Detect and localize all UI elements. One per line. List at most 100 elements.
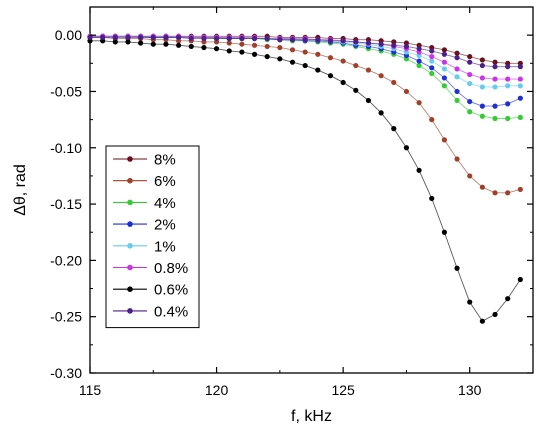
data-point (441, 51, 447, 57)
data-point (416, 167, 422, 173)
data-point (188, 43, 194, 50)
series-0.6% (87, 38, 523, 324)
data-point (479, 184, 485, 190)
y-tick-label: -0.15 (50, 196, 82, 212)
data-point (467, 80, 473, 87)
legend: 8% 6% 4% 2% 1% 0.8% 0.6% 0.4% (105, 145, 200, 329)
data-point (289, 47, 296, 53)
data-point (302, 49, 308, 55)
data-point (517, 76, 523, 82)
data-point (505, 64, 511, 70)
data-point (264, 53, 270, 60)
y-tick-label: -0.25 (50, 309, 82, 325)
data-point (517, 186, 523, 193)
data-point (454, 156, 460, 162)
data-point (505, 101, 511, 107)
data-point (441, 47, 447, 53)
data-point (264, 35, 270, 42)
series-6% (87, 34, 523, 196)
legend-label: 0.4% (154, 303, 188, 320)
data-point (138, 34, 144, 41)
data-point (454, 88, 460, 95)
y-tick-label: -0.10 (50, 140, 82, 156)
data-point (340, 58, 346, 64)
x-tick-label: 125 (331, 382, 355, 398)
data-point (378, 41, 384, 47)
data-point (125, 39, 131, 45)
data-point (517, 114, 523, 120)
legend-swatch-marker (127, 243, 133, 249)
data-point (100, 34, 106, 41)
data-point (340, 79, 346, 86)
data-point (176, 42, 182, 48)
data-point (150, 41, 156, 47)
series-0.4% (87, 34, 523, 70)
data-point (378, 73, 384, 79)
y-axis-title: Δθ, rad (12, 164, 29, 216)
data-point (353, 62, 359, 69)
data-point (479, 103, 485, 109)
legend-item: 0.8% (113, 260, 188, 277)
data-point (492, 103, 498, 109)
data-point (454, 97, 460, 104)
data-point (403, 88, 410, 95)
data-point (327, 73, 334, 79)
data-point (505, 190, 511, 196)
data-point (441, 75, 447, 81)
data-point (403, 43, 410, 50)
data-point (201, 44, 207, 51)
data-point (517, 276, 523, 283)
legend-label: 0.8% (154, 260, 188, 277)
y-tick-label: -0.20 (50, 252, 82, 268)
legend-item: 8% (113, 152, 176, 169)
legend-swatch-marker (127, 177, 133, 184)
data-point (492, 84, 498, 90)
y-tick-label: -0.05 (50, 83, 82, 99)
data-point (340, 38, 346, 44)
data-point (454, 66, 460, 72)
legend-label: 1% (154, 238, 176, 255)
legend-item: 0.6% (113, 282, 188, 299)
legend-item: 6% (113, 173, 176, 190)
legend-label: 8% (154, 152, 176, 169)
data-point (365, 40, 372, 46)
data-point (492, 115, 498, 122)
data-point (277, 56, 283, 62)
legend-swatch-marker (127, 286, 133, 293)
data-point (429, 70, 435, 77)
data-point (467, 173, 473, 179)
data-point (264, 43, 270, 50)
data-point (239, 49, 245, 55)
data-point (353, 87, 359, 93)
data-point (429, 58, 435, 64)
data-point (327, 55, 334, 61)
data-point (213, 46, 220, 52)
data-point (315, 37, 321, 43)
data-point (454, 55, 460, 61)
legend-item: 1% (113, 238, 176, 255)
data-point (138, 40, 144, 46)
data-point (365, 97, 372, 104)
data-point (454, 74, 460, 80)
y-tick-label: -0.30 (50, 365, 82, 381)
data-point (492, 76, 498, 82)
data-point (416, 62, 422, 69)
data-point (441, 66, 447, 72)
data-point (467, 59, 473, 65)
data-point (467, 53, 473, 60)
data-point (391, 79, 397, 86)
data-point (492, 190, 498, 196)
data-point (517, 95, 523, 101)
data-point (213, 35, 220, 42)
data-point (467, 299, 473, 305)
data-point (441, 83, 447, 89)
data-point (251, 42, 258, 48)
data-point (416, 100, 422, 106)
data-point (391, 42, 397, 48)
x-tick-label: 130 (458, 382, 482, 398)
legend-swatch-marker (127, 308, 133, 314)
data-point (239, 41, 245, 47)
legend-box (105, 145, 200, 329)
